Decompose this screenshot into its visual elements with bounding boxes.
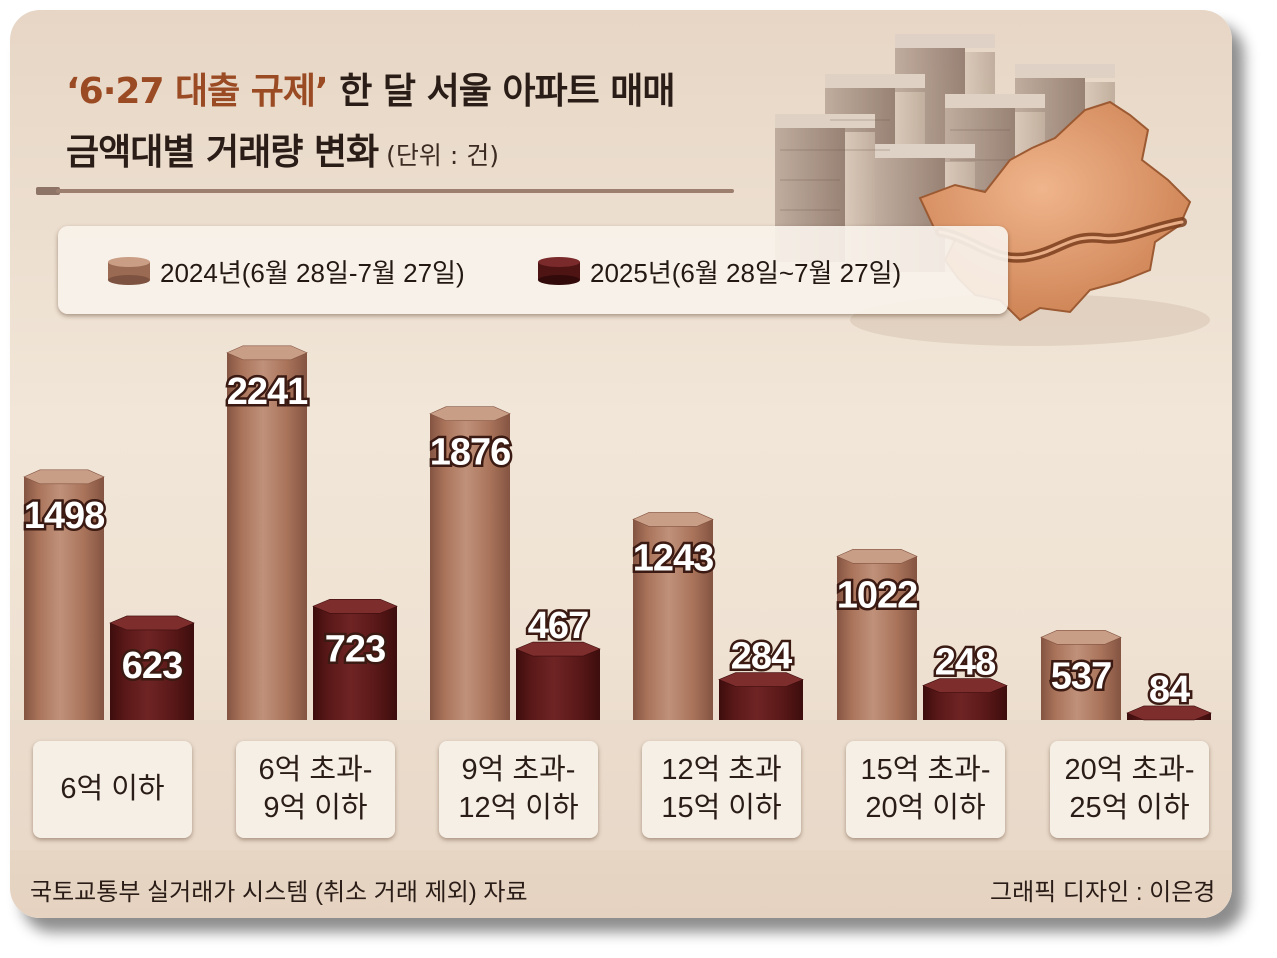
bar-cap-2024 xyxy=(23,469,105,485)
data-label: 1022 xyxy=(837,574,918,616)
chart-title-line1: ‘6·27 대출 규제’ 한 달 서울 아파트 매매 xyxy=(66,62,675,114)
category-label: 20억 초과- 25억 이하 xyxy=(1050,741,1209,838)
chart-title-line2: 금액대별 거래량 변화 (단위 : 건) xyxy=(66,123,499,175)
bar-2025 xyxy=(313,606,397,720)
data-label: 1243 xyxy=(633,537,714,579)
bar-cap-2024 xyxy=(632,512,714,527)
bar-2024 xyxy=(227,352,307,720)
data-label: 2241 xyxy=(227,371,308,413)
bar-cap-2024 xyxy=(1040,630,1122,645)
bar-cap-2025 xyxy=(1126,705,1212,721)
data-label: 467 xyxy=(528,605,588,647)
infographic-card: ‘6·27 대출 규제’ 한 달 서울 아파트 매매 금액대별 거래량 변화 (단… xyxy=(10,10,1232,918)
bar-2024 xyxy=(633,519,713,720)
category-label: 12억 초과 15억 이하 xyxy=(642,741,801,838)
source-note: 국토교통부 실거래가 시스템 (취소 거래 제외) 자료 xyxy=(30,879,528,906)
legend: 2024년(6월 28일-7월 27일) 2025년(6월 28일~7월 27일… xyxy=(58,226,1008,314)
data-label: 623 xyxy=(122,645,182,687)
bar-cap-2025 xyxy=(109,615,195,631)
title-highlight: ‘6·27 대출 규제’ xyxy=(66,71,329,112)
legend-item-2025: 2025년(6월 28일~7월 27일) xyxy=(536,251,901,291)
bar-2024 xyxy=(24,476,104,720)
bar-chart: 1498 2241 1876 1243 1022 537 623 723 467 284 248 84 xyxy=(10,345,1232,850)
legend-swatch-2025 xyxy=(538,257,580,285)
bar-cap-2025 xyxy=(922,678,1008,693)
bar-cap-2024 xyxy=(836,549,918,564)
category-label: 15억 초과- 20억 이하 xyxy=(846,741,1005,838)
bar-cap-2025 xyxy=(718,672,804,687)
bar-2025 xyxy=(923,685,1007,720)
bar-cap-2024 xyxy=(429,406,511,422)
legend-label-2024: 2024년(6월 28일-7월 27일) xyxy=(160,257,465,288)
bar-2025 xyxy=(719,679,803,720)
data-label: 248 xyxy=(935,642,995,684)
data-label: 723 xyxy=(325,628,385,670)
data-label: 284 xyxy=(731,636,792,678)
title-rest: 한 달 서울 아파트 매매 xyxy=(327,71,675,112)
bar-cap-2025 xyxy=(312,598,398,614)
bar-2025 xyxy=(516,649,600,720)
bar-cap-2025 xyxy=(515,641,601,657)
unit-label: (단위 : 건) xyxy=(386,141,499,170)
graphic-credit: 그래픽 디자인 : 이은경 xyxy=(990,879,1216,906)
data-label: 1876 xyxy=(430,432,511,474)
data-label: 84 xyxy=(1149,669,1190,711)
bar-2025 xyxy=(110,622,194,720)
title-line2-text: 금액대별 거래량 변화 xyxy=(66,132,379,173)
data-label: 537 xyxy=(1051,655,1111,697)
chart-floor xyxy=(10,720,1232,850)
bar-2024 xyxy=(430,413,510,720)
bar-cap-2024 xyxy=(226,345,308,361)
data-label: 1498 xyxy=(24,495,105,537)
legend-swatch-2024 xyxy=(108,257,150,285)
legend-label-2025: 2025년(6월 28일~7월 27일) xyxy=(590,257,902,288)
category-label: 6억 이하 xyxy=(33,741,192,838)
category-label: 6억 초과- 9억 이하 xyxy=(236,741,395,838)
category-label: 9억 초과- 12억 이하 xyxy=(439,741,598,838)
bar-2024 xyxy=(1041,637,1121,720)
decorative-rod xyxy=(36,187,734,195)
legend-item-2024: 2024년(6월 28일-7월 27일) xyxy=(106,251,465,291)
bar-2024 xyxy=(837,556,917,720)
